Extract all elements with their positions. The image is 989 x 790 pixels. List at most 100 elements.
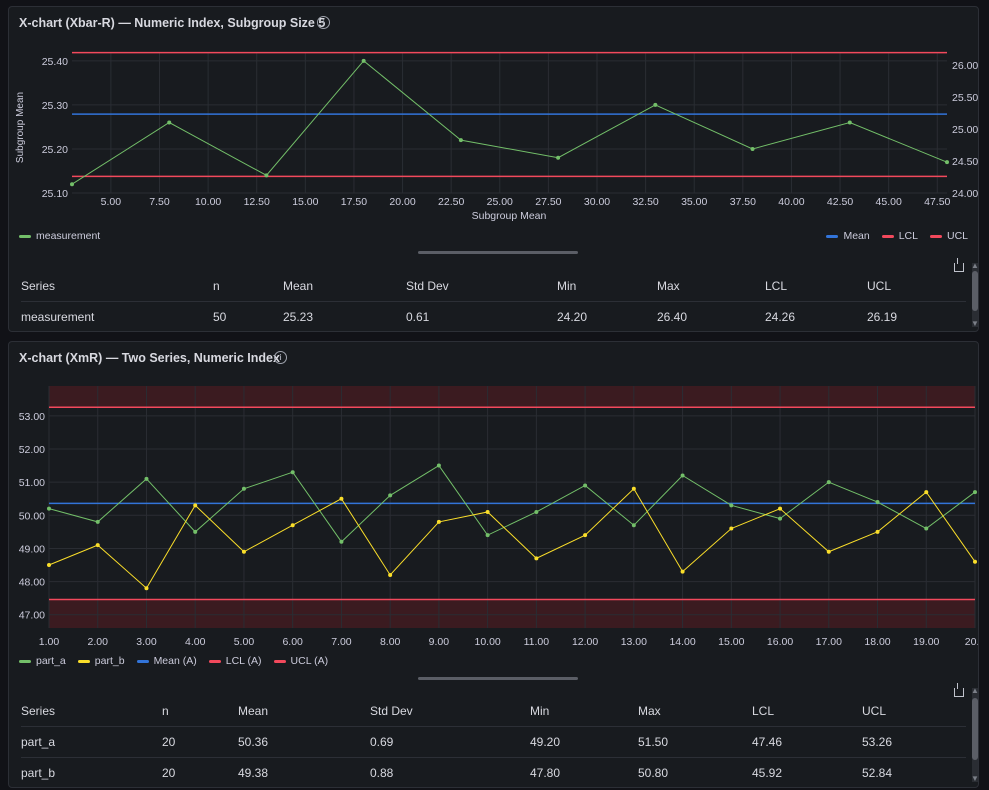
data-point [458,138,463,143]
data-point [631,486,636,491]
x-tick-label: 14.00 [669,636,695,648]
legend-item-part-b[interactable]: part_b [77,655,125,667]
data-point [47,506,51,511]
data-point [144,476,149,481]
y2-tick-label: 24.50 [952,156,978,168]
data-point [631,523,636,528]
legend-label: part_b [94,655,125,667]
scrollbar-thumb[interactable] [972,271,978,311]
x-tick-label: 15.00 [292,196,318,208]
column-header[interactable]: UCL [867,279,892,293]
legend: part_a part_b Mean (A) LCL (A) UCL (A) [19,655,328,667]
table-cell: part_a [21,726,162,758]
column-header[interactable]: Mean [283,279,314,293]
series-line-part_a [48,464,976,543]
column-header[interactable]: Max [657,279,680,293]
ucl-band [49,386,975,408]
legend-swatch [881,234,894,238]
scroll-up-icon[interactable]: ▲ [971,686,979,695]
table-cell: 50.36 [238,726,370,758]
resize-handle[interactable] [418,677,578,680]
legend-item-lcl-a[interactable]: LCL (A) [208,655,262,667]
data-point [729,503,734,508]
table-cell: 47.46 [752,726,862,758]
data-point [339,496,344,501]
legend-item-lcl[interactable]: LCL [881,230,918,242]
column-header[interactable]: n [162,704,169,718]
y-tick-label: 47.00 [19,610,45,622]
data-point [653,102,658,107]
table-scrollbar[interactable]: ▲ ▼ [971,686,979,783]
legend-swatch [19,659,31,663]
data-point [945,160,949,165]
download-icon[interactable] [954,258,964,272]
data-point [750,146,755,151]
legend-item-ucl-a[interactable]: UCL (A) [273,655,329,667]
y2-tick-label: 26.00 [952,60,978,72]
table-cell: 20 [162,757,238,788]
x-tick-label: 13.00 [621,636,647,648]
data-point [847,120,852,125]
info-icon[interactable]: i [317,16,330,29]
legend-item-ucl[interactable]: UCL [929,230,968,242]
legend-item-mean-a[interactable]: Mean (A) [136,655,197,667]
column-header[interactable]: LCL [752,704,775,718]
legend-label: Mean (A) [153,655,197,667]
column-header[interactable]: UCL [862,704,887,718]
x-tick-label: 20.0 [965,636,978,648]
column-header[interactable]: LCL [765,279,788,293]
x-tick-label: 10.00 [474,636,500,648]
column-header[interactable]: Std Dev [370,704,413,718]
resize-handle[interactable] [418,251,578,254]
column-header[interactable]: Min [530,704,550,718]
scroll-down-icon[interactable]: ▼ [971,774,979,783]
table-cell: part_b [21,757,162,788]
data-point [193,503,198,508]
x-tick-label: 35.00 [681,196,707,208]
data-point [973,490,977,495]
legend-label: UCL (A) [290,655,329,667]
data-point [144,586,149,591]
y2-tick-label: 25.00 [952,124,978,136]
table-scrollbar[interactable]: ▲ ▼ [971,261,979,328]
x-tick-label: 47.50 [924,196,950,208]
column-header[interactable]: Mean [238,704,269,718]
scroll-down-icon[interactable]: ▼ [971,319,979,328]
legend-item-measurement[interactable]: measurement [19,230,100,242]
panel-title: X-chart (XmR) — Two Series, Numeric Inde… [19,351,280,365]
column-header[interactable]: Series [21,279,56,293]
column-header[interactable]: Series [21,704,56,718]
column-header[interactable]: Std Dev [406,279,449,293]
legend-item-part-a[interactable]: part_a [19,655,66,667]
chart-panel-xmr: X-chart (XmR) — Two Series, Numeric Inde… [8,341,979,788]
legend-item-mean[interactable]: Mean [826,230,870,242]
legend-swatch [19,234,31,238]
data-point [826,549,831,554]
download-icon[interactable] [954,683,964,697]
table-cell: 52.84 [862,757,966,788]
stats-table: Series n Mean Std Dev Min Max LCL UCL me… [21,271,966,332]
x-tick-label: 30.00 [584,196,610,208]
y-axis-label: Subgroup Mean [15,92,26,163]
legend-label: Mean [843,230,870,242]
legend-label: measurement [36,230,101,242]
legend-right: Mean LCL UCL [826,230,968,242]
x-tick-label: 15.00 [718,636,744,648]
column-header[interactable]: n [213,279,220,293]
table-cell: 50.80 [638,757,752,788]
scroll-up-icon[interactable]: ▲ [971,261,979,270]
xmr-chart: 1.00 2.00 3.00 4.00 5.00 6.00 7.00 8.00 9.00 10.0… [19,386,978,648]
x-tick-label: 8.00 [380,636,401,648]
x-tick-label: 22.50 [438,196,464,208]
info-icon[interactable]: i [274,351,287,364]
column-header[interactable]: Max [638,704,661,718]
column-header[interactable]: Min [557,279,577,293]
x-tick-label: 20.00 [389,196,415,208]
table-row: measurement 50 25.23 0.61 24.20 26.40 24… [21,301,966,332]
scrollbar-thumb[interactable] [972,698,978,760]
x-tick-label: 37.50 [730,196,756,208]
data-point [485,509,490,514]
table-row: part_b 20 49.38 0.88 47.80 50.80 45.92 5… [21,757,966,788]
data-point [290,523,295,528]
x-tick-label: 40.00 [778,196,804,208]
